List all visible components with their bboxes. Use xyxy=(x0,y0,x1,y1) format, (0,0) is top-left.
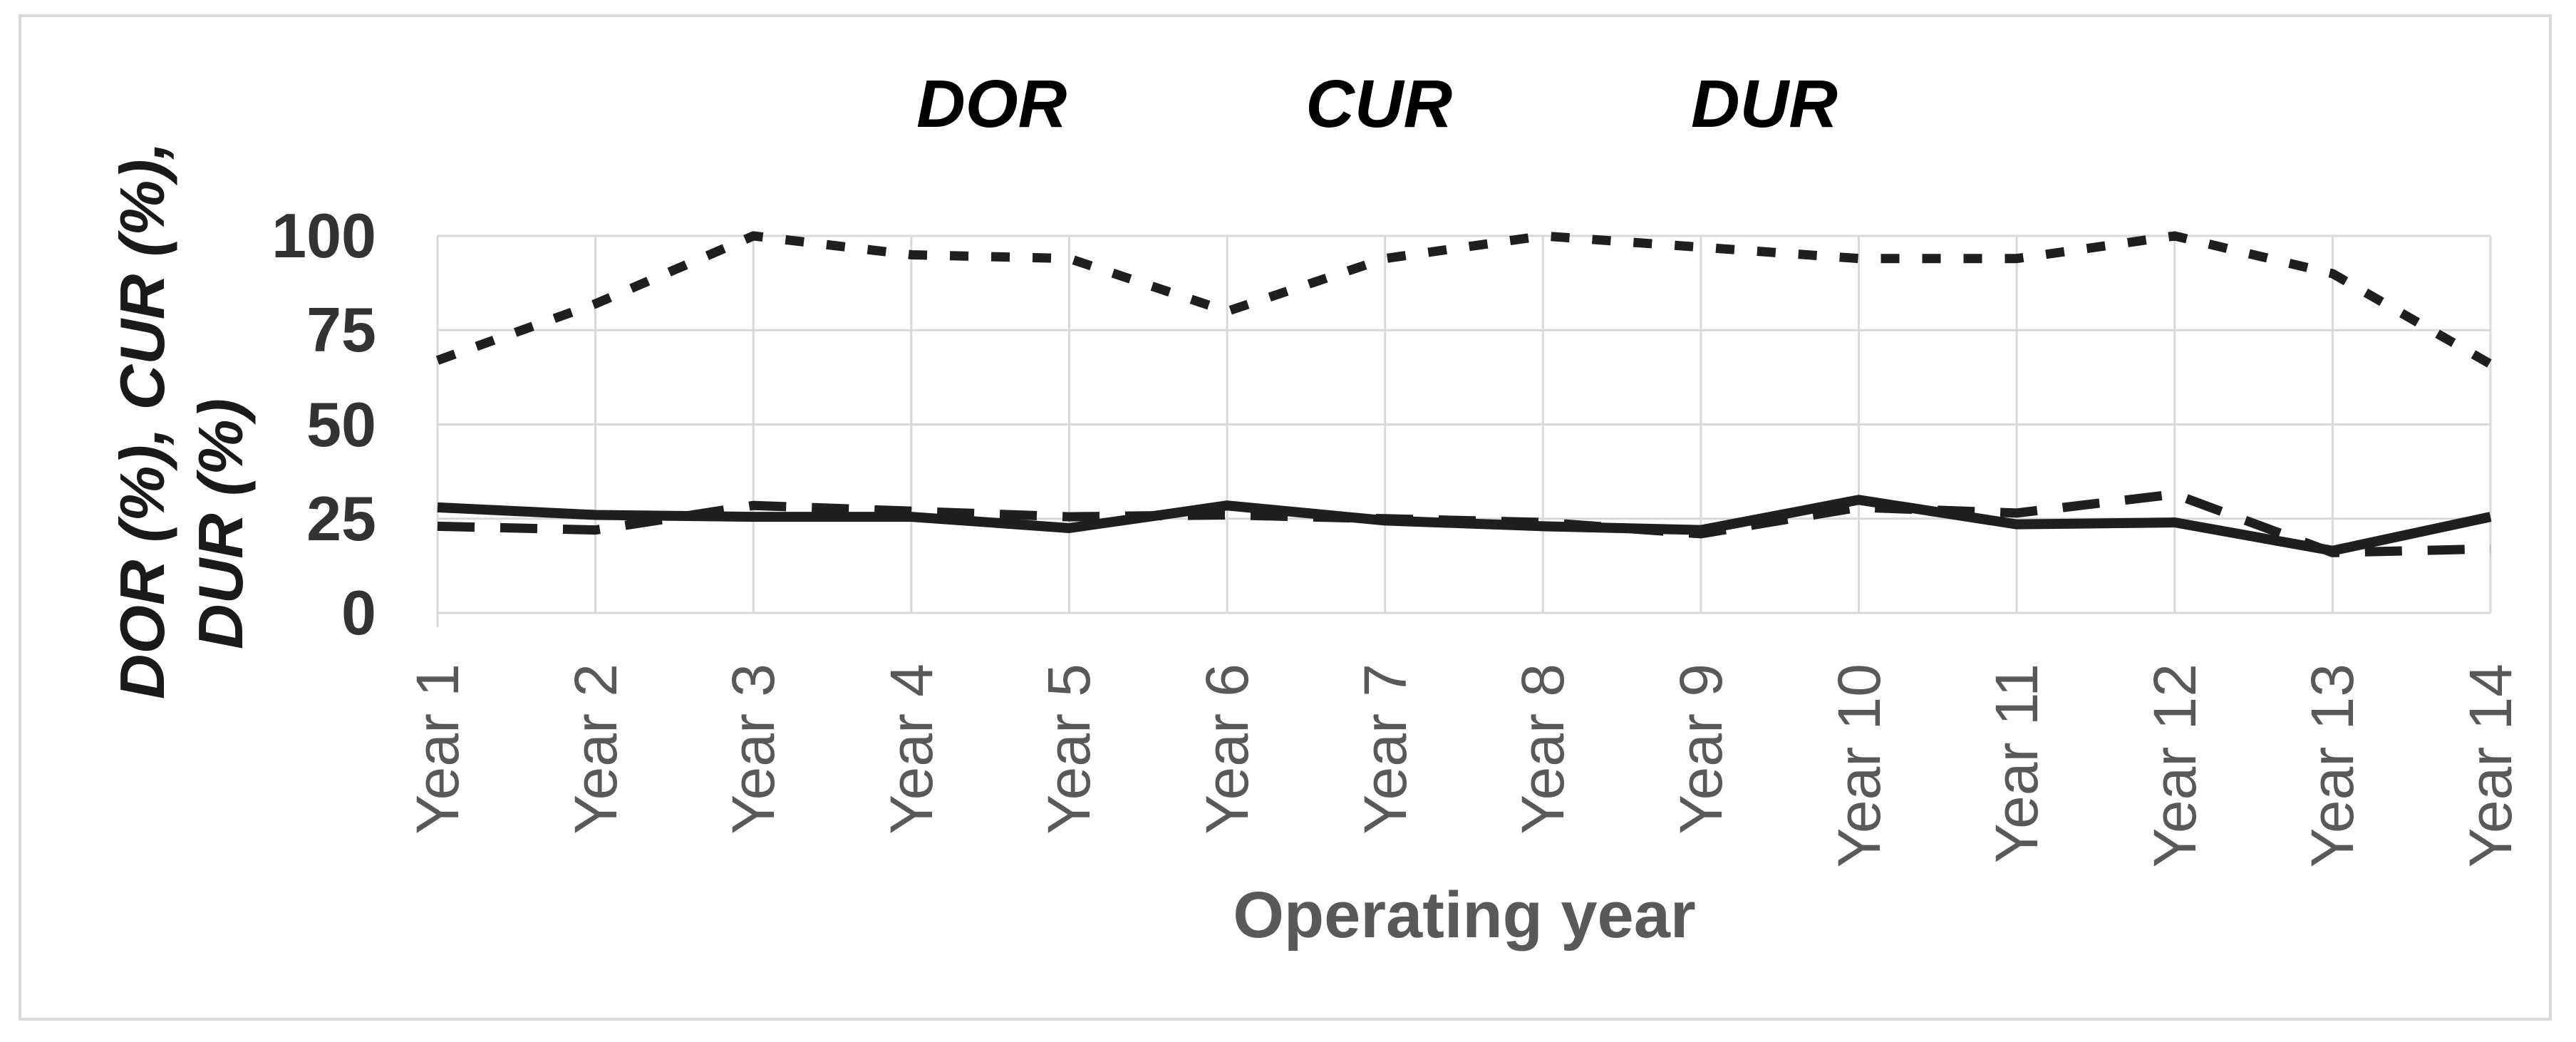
chart-legend: DOR CUR DUR xyxy=(738,66,1838,143)
series-line-dur xyxy=(437,489,2491,557)
x-tick-label: Year 12 xyxy=(2141,664,2208,868)
x-tick-label: Year 2 xyxy=(562,664,629,835)
y-tick-label: 50 xyxy=(306,388,376,460)
legend-item-dur: DUR xyxy=(1513,66,1838,143)
x-tick-label: Year 1 xyxy=(404,664,471,835)
x-axis-title: Operating year xyxy=(1233,879,1696,951)
y-tick-label: 0 xyxy=(341,577,376,648)
legend-item-cur: CUR xyxy=(1127,66,1452,143)
legend-label-dur: DUR xyxy=(1691,66,1838,142)
legend-label-cur: CUR xyxy=(1305,66,1453,142)
x-tick-label: Year 3 xyxy=(720,664,787,835)
y-tick-label: 25 xyxy=(306,483,376,554)
x-tick-label: Year 14 xyxy=(2457,664,2524,868)
x-tick-label: Year 13 xyxy=(2299,664,2366,868)
x-tick-label: Year 4 xyxy=(877,664,945,835)
y-tick-label: 100 xyxy=(271,200,376,271)
legend-item-dor: DOR xyxy=(738,66,1067,143)
legend-label-dor: DOR xyxy=(916,66,1067,142)
y-tick-label: 75 xyxy=(306,294,376,366)
chart-frame-border xyxy=(19,14,2552,1021)
x-tick-label: Year 11 xyxy=(1983,664,2051,864)
gridlines xyxy=(436,234,2492,627)
